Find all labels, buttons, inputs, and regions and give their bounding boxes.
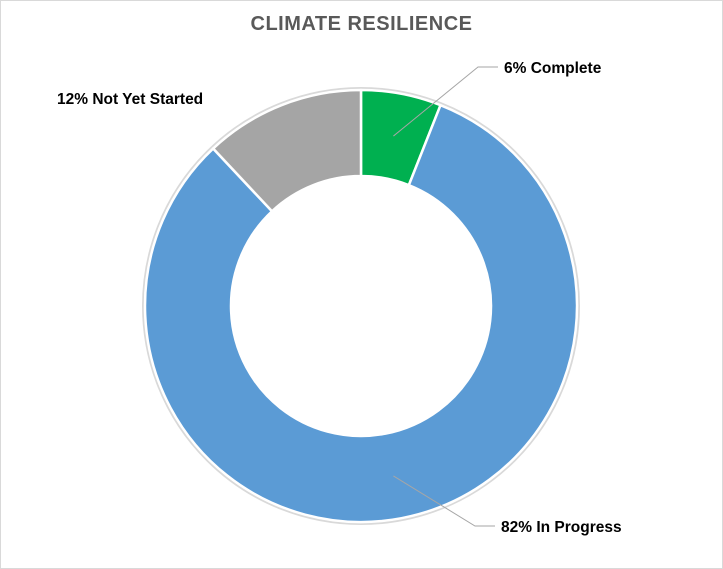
chart-title: CLIMATE RESILIENCE [250, 13, 473, 35]
data-label-not-yet-started: 12% Not Yet Started [57, 91, 203, 108]
donut-slice-in-progress [143, 103, 579, 524]
leader-line-complete [393, 66, 498, 137]
data-label-in-progress: 82% In Progress [501, 519, 622, 536]
donut-slice-not-yet-started [211, 88, 363, 213]
leader-line-in-progress [393, 475, 495, 527]
donut-outer-ring [142, 87, 580, 525]
data-label-complete: 6% Complete [504, 60, 602, 77]
